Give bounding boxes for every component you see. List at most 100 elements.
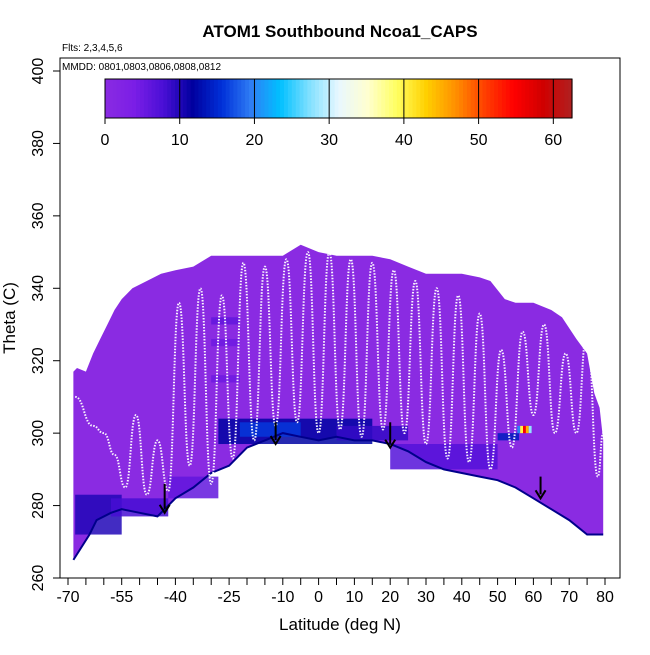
colorbar-swatch: [533, 79, 538, 118]
high-value-band: [110, 498, 169, 517]
colorbar-swatch: [498, 79, 503, 118]
arrow-head: [384, 439, 397, 450]
hotspot: [517, 425, 532, 434]
colorbar-swatch: [517, 79, 523, 118]
colorbar-label: 50: [470, 132, 488, 149]
x-tick-label: -70: [56, 589, 79, 606]
x-tick-label: 10: [346, 589, 364, 606]
colorbar-swatch: [206, 79, 211, 118]
colorbar-swatch: [221, 79, 227, 118]
colorbar-swatch: [412, 79, 417, 118]
y-tick-label: 400: [30, 58, 47, 85]
colorbar-swatch: [140, 79, 145, 118]
colorbar-swatch: [155, 79, 161, 118]
colorbar-swatch: [350, 79, 355, 118]
x-tick-label: -55: [110, 589, 133, 606]
colorbar-swatch: [260, 79, 266, 118]
colorbar-swatch: [521, 79, 526, 118]
colorbar-swatch: [105, 79, 110, 118]
colorbar-swatch: [322, 79, 328, 118]
colorbar-swatch: [124, 79, 129, 118]
colorbar-label: 0: [101, 132, 110, 149]
hotspot-cell: [520, 425, 524, 434]
colorbar-swatch: [132, 79, 137, 118]
colorbar-swatch: [264, 79, 270, 118]
colorbar-swatch: [556, 79, 561, 118]
colorbar-swatch: [202, 79, 207, 118]
colorbar-swatch: [280, 79, 285, 118]
colorbar-swatch: [357, 79, 363, 118]
colorbar-swatch: [365, 79, 371, 118]
high-value-band: [211, 375, 240, 383]
x-tick-label: 30: [417, 589, 435, 606]
colorbar-swatch: [276, 79, 281, 118]
y-tick-label: 260: [30, 565, 47, 592]
colorbar-swatch: [420, 79, 425, 118]
colorbar-swatch: [459, 79, 464, 118]
colorbar-label: 60: [544, 132, 562, 149]
colorbar-swatch: [400, 79, 406, 118]
colorbar-swatch: [284, 79, 289, 118]
colorbar-swatch: [424, 79, 429, 118]
colorbar-swatch: [466, 79, 472, 118]
x-tick-label: -40: [164, 589, 187, 606]
colorbar-swatch: [315, 79, 320, 118]
x-tick-label: 50: [489, 589, 507, 606]
colorbar-swatch: [143, 79, 149, 118]
colorbar-swatch: [494, 79, 499, 118]
x-axis-ticks: [67, 578, 606, 585]
colorbar-swatch: [245, 79, 250, 118]
colorbar-swatch: [248, 79, 254, 118]
hotspot-cell: [528, 425, 532, 434]
colorbar-swatch: [451, 79, 456, 118]
colorbar-swatch: [443, 79, 449, 118]
colorbar-swatch: [194, 79, 199, 118]
colorbar-swatch: [167, 79, 172, 118]
colorbar-swatch: [330, 79, 336, 118]
colorbar-swatch: [311, 79, 316, 118]
colorbar-swatch: [490, 79, 495, 118]
colorbar-swatch: [198, 79, 203, 118]
colorbar-swatch: [241, 79, 246, 118]
y-tick-label: 340: [30, 275, 47, 302]
high-value-band: [211, 317, 240, 325]
colorbar-swatch: [505, 79, 511, 118]
colorbar-swatch: [229, 79, 235, 118]
y-axis-ticks: [53, 70, 60, 579]
hotspot-cell: [525, 425, 529, 434]
colorbar-swatch: [256, 79, 262, 118]
high-value-band: [390, 444, 498, 470]
hotspot-cell: [517, 425, 521, 434]
colorbar-swatch: [233, 79, 238, 118]
colorbar-label: 30: [320, 132, 338, 149]
colorbar-swatch: [186, 79, 192, 118]
colorbar-swatch: [361, 79, 367, 118]
colorbar-swatch: [175, 79, 180, 118]
colorbar-swatch: [552, 79, 558, 118]
colorbar-swatch: [404, 79, 410, 118]
colorbar-swatch: [392, 79, 398, 118]
x-tick-label: 0: [314, 589, 323, 606]
colorbar-swatch: [128, 79, 133, 118]
colorbar-swatch: [354, 79, 359, 118]
colorbar-swatch: [319, 79, 324, 118]
hotspot-cell: [523, 425, 526, 434]
field-bottom-edge: [72, 432, 604, 561]
x-axis-label: Latitude (deg N): [279, 615, 401, 634]
colorbar-swatch: [346, 79, 351, 118]
colorbar-swatch: [108, 79, 114, 118]
colorbar-swatch: [217, 79, 223, 118]
colorbar-swatch: [564, 79, 569, 118]
x-tick-label: -25: [218, 589, 241, 606]
colorbar-swatch: [303, 79, 308, 118]
colorbar-swatch: [252, 79, 258, 118]
colorbar-swatch: [295, 79, 301, 118]
colorbar-swatch: [435, 79, 441, 118]
colorbar-swatch: [163, 79, 168, 118]
colorbar-swatch: [416, 79, 421, 118]
colorbar-swatch: [373, 79, 379, 118]
colorbar-swatch: [225, 79, 231, 118]
colorbar-swatch: [151, 79, 157, 118]
y-tick-label: 360: [30, 202, 47, 229]
